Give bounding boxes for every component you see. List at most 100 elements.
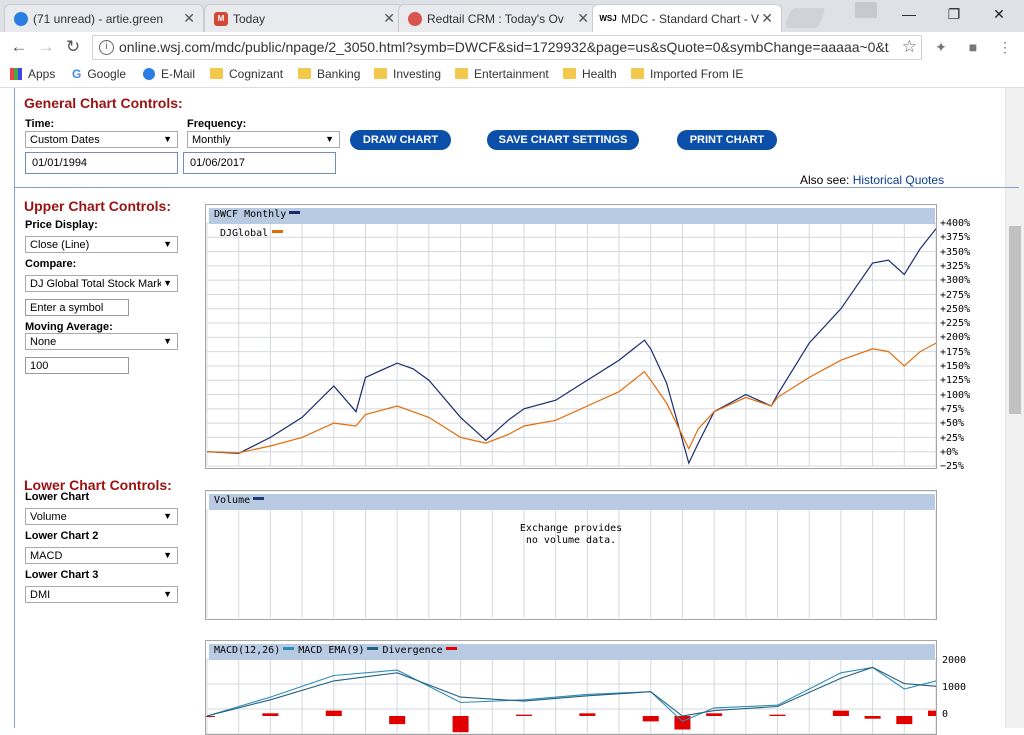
extension-icon[interactable]: ■ — [968, 39, 978, 55]
compare-select[interactable]: DJ Global Total Stock Mark ▼ — [25, 275, 178, 292]
bookmark-google[interactable]: G Google — [72, 67, 127, 81]
y-tick-label: +350% — [940, 246, 971, 258]
y-tick-label: +100% — [940, 389, 971, 401]
bookmarks-bar: Apps G Google E-Mail Cognizant Banking In… — [0, 62, 1024, 88]
info-icon[interactable]: i — [99, 40, 114, 55]
legend-swatch — [367, 647, 379, 650]
no-volume-message: Exchange provides no volume data. — [519, 523, 623, 546]
back-icon[interactable]: ← — [10, 37, 28, 56]
bookmark-cognizant[interactable]: Cognizant — [210, 67, 283, 81]
frequency-select[interactable]: Monthly ▼ — [187, 131, 340, 148]
section-divider — [14, 187, 1019, 188]
folder-icon — [298, 68, 311, 79]
divergence-bar — [864, 716, 881, 719]
address-bar[interactable]: i online.wsj.com/mdc/public/npage/2_3050… — [92, 35, 922, 60]
y-tick-label: +25% — [940, 432, 965, 444]
y-tick-label: +225% — [940, 318, 971, 330]
profile-icon[interactable] — [855, 2, 877, 18]
bookmark-banking[interactable]: Banking — [298, 67, 360, 81]
print-chart-button[interactable]: PRINT CHART — [677, 130, 777, 150]
google-icon: G — [72, 67, 82, 81]
price-chart-svg — [206, 222, 936, 467]
legend-swatch — [283, 647, 295, 650]
macd-y-axis: 2000 1000 0 — [942, 655, 992, 725]
tab-title: MDC - Standard Chart - V — [621, 12, 760, 26]
legend-swatch — [445, 647, 457, 650]
dropdown-arrow-icon: ▼ — [163, 589, 172, 599]
moving-average-label: Moving Average: — [25, 321, 113, 333]
price-display-select[interactable]: Close (Line) ▼ — [25, 236, 178, 253]
close-icon[interactable]: ✕ — [183, 10, 195, 26]
y-tick-label: +250% — [940, 303, 971, 315]
browser-toolbar: ← → ↻ i online.wsj.com/mdc/public/npage/… — [0, 32, 1024, 62]
macd-legend-bar: MACD(12,26) MACD EMA(9) Divergence — [209, 644, 935, 660]
macd-y-tick-label: 1000 — [942, 682, 967, 693]
close-icon[interactable]: ✕ — [761, 10, 773, 26]
close-icon[interactable]: ✕ — [383, 10, 395, 26]
bookmark-imported[interactable]: Imported From IE — [631, 67, 743, 81]
scrollbar-thumb[interactable] — [1009, 226, 1021, 414]
series-line-djglobal — [206, 342, 936, 454]
browser-tab-email[interactable]: (71 unread) - artie.green ✕ — [4, 4, 204, 32]
redtail-icon — [408, 12, 422, 26]
moving-average-period-input[interactable]: 100 — [25, 357, 129, 374]
macd-y-tick-label: 2000 — [942, 655, 967, 666]
dropdown-arrow-icon: ▼ — [163, 134, 172, 144]
minimize-button[interactable]: — — [902, 6, 916, 22]
bookmark-entertainment[interactable]: Entertainment — [455, 67, 549, 81]
menu-icon[interactable]: ⋮ — [998, 39, 1012, 55]
divergence-bar — [452, 716, 469, 733]
extension-icon[interactable]: ✦ — [935, 39, 947, 55]
macd-chart: MACD(12,26) MACD EMA(9) Divergence — [205, 640, 937, 735]
close-window-button[interactable]: ✕ — [993, 6, 1005, 22]
bookmark-email[interactable]: E-Mail — [143, 67, 195, 81]
y-tick-label: +325% — [940, 260, 971, 272]
historical-quotes-link[interactable]: Historical Quotes — [852, 173, 945, 187]
bookmark-investing[interactable]: Investing — [374, 67, 441, 81]
scrollbar[interactable] — [1005, 88, 1024, 728]
bookmark-star-icon[interactable]: ☆ — [897, 37, 917, 57]
legend-djglobal: DJGlobal — [220, 228, 284, 239]
browser-tab-mdc[interactable]: WSJ MDC - Standard Chart - V ✕ — [592, 4, 782, 32]
time-label: Time: — [25, 118, 55, 130]
lower-chart-label: Lower Chart — [25, 491, 90, 503]
maximize-button[interactable]: ❐ — [947, 6, 961, 22]
tab-title: (71 unread) - artie.green — [33, 12, 164, 26]
price-y-axis: +400% +375% +350% +325% +300% +275% +250% +225%… — [940, 218, 1000, 473]
forward-icon[interactable]: → — [37, 37, 55, 56]
att-icon — [143, 68, 155, 80]
browser-tab-redtail[interactable]: Redtail CRM : Today's Ov ✕ — [398, 4, 598, 32]
browser-tab-today[interactable]: M Today ✕ — [204, 4, 404, 32]
save-chart-settings-button[interactable]: SAVE CHART SETTINGS — [487, 130, 639, 150]
volume-legend-bar: Volume — [209, 494, 935, 510]
close-icon[interactable]: ✕ — [577, 10, 589, 26]
y-tick-label: +375% — [940, 232, 971, 244]
bookmark-apps[interactable]: Apps — [10, 67, 55, 81]
divergence-bar — [642, 716, 659, 722]
frequency-label: Frequency: — [187, 118, 247, 130]
lower-chart-select[interactable]: Volume ▼ — [25, 508, 178, 525]
divergence-bar — [896, 716, 913, 725]
divergence-bar — [832, 710, 849, 716]
y-tick-label: +75% — [940, 403, 965, 415]
divergence-bar — [325, 710, 342, 716]
divergence-bar — [515, 714, 532, 716]
time-select[interactable]: Custom Dates ▼ — [25, 131, 178, 148]
general-controls-title: General Chart Controls: — [24, 95, 183, 111]
new-tab-button[interactable] — [784, 8, 826, 28]
symbol-input[interactable]: Enter a symbol — [25, 299, 129, 316]
end-date-input[interactable]: 01/06/2017 — [183, 152, 336, 174]
moving-average-select[interactable]: None ▼ — [25, 333, 178, 350]
lower-chart-2-select[interactable]: MACD ▼ — [25, 547, 178, 564]
start-date-input[interactable]: 01/01/1994 — [25, 152, 178, 174]
draw-chart-button[interactable]: DRAW CHART — [350, 130, 451, 150]
dropdown-arrow-icon: ▼ — [163, 511, 172, 521]
legend-swatch — [272, 230, 284, 233]
divergence-bar — [928, 710, 936, 716]
bookmark-health[interactable]: Health — [563, 67, 617, 81]
reload-icon[interactable]: ↻ — [65, 37, 81, 56]
lower-chart-3-select[interactable]: DMI ▼ — [25, 586, 178, 603]
compare-label: Compare: — [25, 258, 77, 270]
divergence-bar — [389, 716, 406, 725]
divergence-bar — [579, 713, 596, 716]
